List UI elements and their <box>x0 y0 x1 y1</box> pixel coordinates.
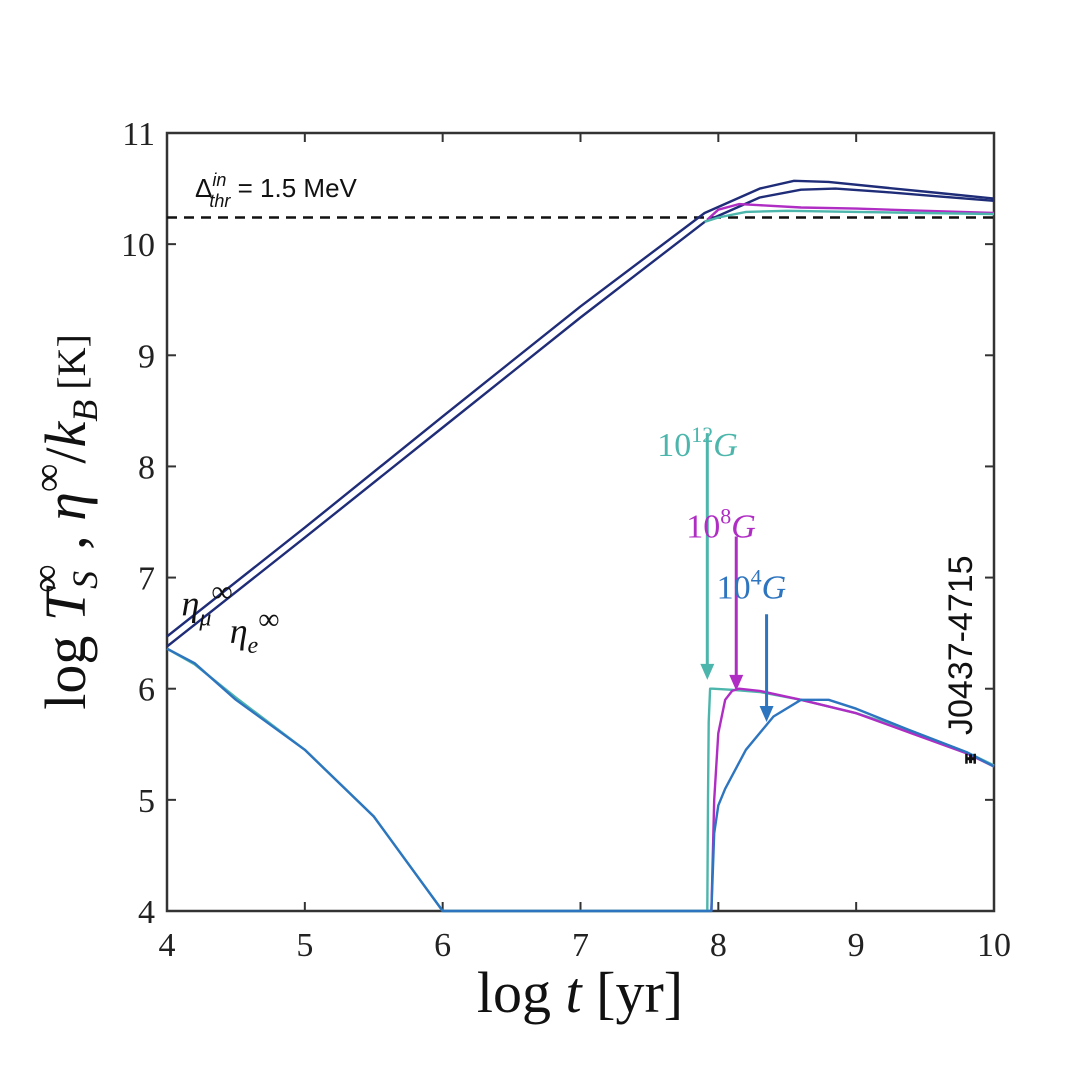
axis-ticks <box>166 132 995 912</box>
series-T-1e4 <box>166 647 995 913</box>
field-arrow-head <box>700 663 715 680</box>
y-tick-label: 6 <box>138 672 155 709</box>
x-tick-label: 8 <box>710 927 727 964</box>
series-layer <box>166 179 995 913</box>
x-tick-label: 9 <box>848 927 865 964</box>
x-axis-title: log t [yr] <box>477 960 683 1025</box>
x-tick-label: 4 <box>159 927 176 964</box>
field-labels: 1012G 108G 104G <box>657 422 786 606</box>
series-eta-e <box>166 187 995 648</box>
x-tick-labels: 4 5 6 7 8 9 10 <box>159 927 1012 964</box>
series-T-1e12 <box>166 647 995 913</box>
field-label-1e12: 1012G <box>657 422 738 464</box>
observation-point <box>965 753 976 764</box>
y-tick-label: 11 <box>122 116 155 153</box>
observation-label: J0437-4715 <box>942 555 980 735</box>
eta-mu-label: ημ∞ <box>181 575 232 631</box>
y-tick-label: 7 <box>138 561 155 598</box>
series-T-1e8 <box>710 687 995 912</box>
x-tick-label: 7 <box>572 927 589 964</box>
x-tick-label: 10 <box>977 927 1011 964</box>
field-arrows <box>700 433 774 723</box>
series-eta-mu <box>166 179 995 638</box>
x-tick-label: 5 <box>296 927 313 964</box>
y-tick-label: 5 <box>138 783 155 820</box>
eta-e-label: ηe∞ <box>230 603 280 659</box>
field-arrow-head <box>729 674 744 691</box>
field-label-1e8: 108G <box>686 503 756 545</box>
x-tick-label: 6 <box>434 927 451 964</box>
series-eta-1e12 <box>704 209 995 224</box>
y-tick-label: 8 <box>138 449 155 486</box>
y-tick-label: 10 <box>121 227 155 264</box>
series-eta-1e8 <box>706 202 995 221</box>
threshold-label: Δin thr = 1.5 MeV <box>195 170 358 211</box>
y-axis-title: log TS∞ , η∞/kB [K] <box>23 334 105 710</box>
y-tick-label: 9 <box>138 338 155 375</box>
y-tick-label: 4 <box>138 894 155 931</box>
plot-frame <box>165 131 996 913</box>
field-label-1e4: 104G <box>717 564 787 606</box>
field-arrow-head <box>759 706 774 723</box>
y-tick-labels: 4 5 6 7 8 9 10 11 <box>121 116 155 931</box>
